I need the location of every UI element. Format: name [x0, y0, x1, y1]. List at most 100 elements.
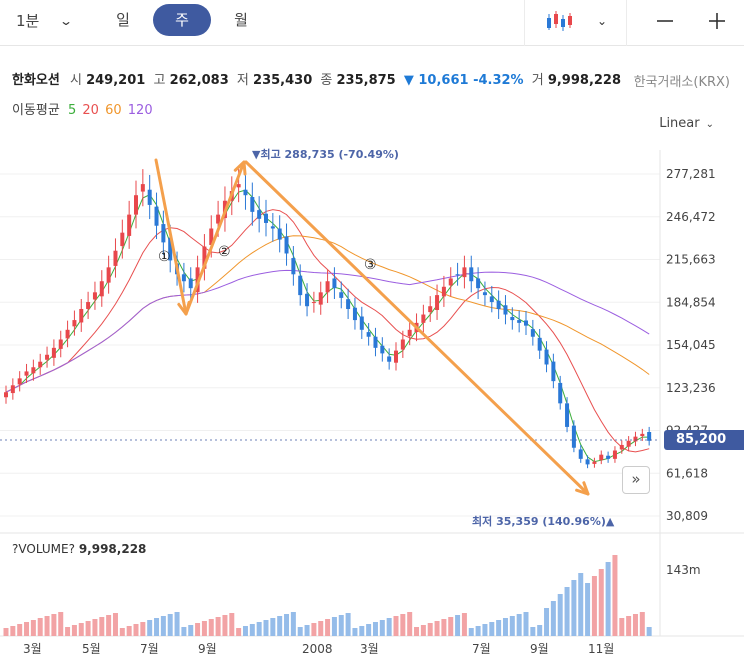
volume-bar	[270, 618, 276, 636]
arrow-3-head	[575, 481, 590, 496]
volume-bar	[646, 627, 652, 636]
volume-bar	[612, 555, 618, 636]
candle-body	[606, 455, 611, 459]
candle-body	[325, 281, 330, 293]
volume-bar	[366, 624, 372, 636]
volume-bar	[147, 620, 153, 636]
volume-bar	[619, 618, 625, 636]
ma-20-line	[5, 209, 650, 453]
candle-body	[305, 293, 310, 307]
moving-average-legend[interactable]: 이동평균 5 20 60 120	[12, 103, 153, 118]
candle-body	[24, 371, 29, 376]
volume-bar	[475, 626, 481, 636]
x-tick-label: 9월	[198, 642, 217, 656]
volume-bar	[407, 612, 413, 636]
chart-type-button[interactable]	[540, 6, 580, 36]
volume-bar	[17, 624, 23, 636]
volume-bar	[51, 614, 57, 636]
volume-bar	[126, 626, 132, 636]
volume-bar	[502, 618, 508, 636]
tab-month[interactable]: 월	[234, 11, 248, 29]
ma-5-line	[5, 189, 650, 463]
candle-body	[243, 189, 248, 196]
volume-bar	[530, 627, 536, 636]
candle-body	[578, 449, 583, 459]
candle-body	[58, 339, 63, 349]
volume-value: 9,998,228	[547, 73, 622, 88]
volume-bar	[516, 614, 522, 636]
candle-body	[373, 336, 378, 348]
volume-bar	[461, 613, 467, 636]
arrow-1	[154, 158, 188, 316]
volume-bar	[140, 622, 146, 636]
annotation-2: ②	[218, 244, 231, 260]
volume-bar	[448, 617, 454, 636]
volume-bar	[496, 620, 502, 636]
volume-bar	[195, 623, 201, 636]
volume-bar	[154, 618, 160, 636]
volume-bar	[489, 622, 495, 636]
candle-body	[45, 354, 50, 360]
tab-day[interactable]: 일	[116, 11, 130, 29]
candle-body	[517, 320, 522, 323]
candle-body	[188, 278, 193, 289]
candle-body	[619, 444, 624, 450]
tab-week[interactable]: 주	[153, 4, 211, 36]
volume-bar	[372, 622, 378, 636]
candle-body	[140, 184, 145, 192]
price-summary: 한화오션 시 249,201 고 262,083 저 235,430 종 235…	[12, 73, 622, 88]
scale-mode-dropdown[interactable]: Linear ⌄	[659, 116, 714, 131]
candle-body	[387, 356, 392, 362]
volume-bar	[578, 573, 584, 636]
volume-bar	[37, 618, 43, 636]
chart-toolbar: 1분 ⌄ 일 주 월 ⌄	[0, 0, 744, 46]
volume-bar	[222, 615, 228, 636]
scroll-to-latest-button[interactable]: »	[622, 466, 650, 494]
y-tick-label: 123,236	[666, 381, 716, 395]
candle-body	[209, 228, 214, 245]
volume-bar	[236, 628, 242, 636]
ma-60: 60	[105, 103, 122, 118]
volume-bar	[119, 628, 125, 636]
arrow-2	[184, 160, 246, 316]
candle-body	[524, 320, 528, 326]
candle-body	[571, 425, 576, 448]
timeframe-dropdown[interactable]: 1분 ⌄	[16, 10, 73, 31]
candle-body	[469, 267, 474, 282]
volume-bar	[379, 620, 385, 636]
candle-body	[17, 378, 22, 385]
minus-icon	[657, 20, 673, 22]
candle-body	[127, 214, 132, 236]
candle-body	[476, 278, 481, 289]
volume-bar	[44, 616, 50, 636]
candle-body	[99, 281, 104, 297]
candle-body	[264, 213, 268, 223]
x-tick-label: 5월	[82, 642, 101, 656]
candle-body	[168, 237, 173, 261]
x-tick-label: 3월	[23, 642, 42, 656]
volume-bar	[30, 620, 36, 636]
candle-body	[435, 295, 440, 310]
volume-bar	[345, 613, 351, 636]
zoom-out-button[interactable]	[650, 6, 680, 36]
volume-bar	[318, 621, 324, 636]
candle-body	[496, 300, 501, 309]
x-tick-label: 11월	[588, 642, 614, 656]
candle-body	[216, 214, 221, 224]
candle-body	[421, 314, 426, 323]
candle-body	[332, 278, 337, 289]
volume-bar	[352, 628, 358, 636]
candle-body	[291, 258, 296, 275]
volume-bar	[420, 625, 426, 636]
ma-120: 120	[127, 103, 153, 118]
candle-body	[510, 316, 515, 321]
volume-bar	[427, 623, 433, 636]
volume-bar	[564, 587, 570, 636]
chart-type-dropdown[interactable]: ⌄	[590, 6, 614, 36]
volume-bar	[112, 613, 118, 636]
zoom-in-button[interactable]	[702, 6, 732, 36]
volume-bar	[550, 601, 556, 636]
candle-body	[366, 332, 371, 337]
